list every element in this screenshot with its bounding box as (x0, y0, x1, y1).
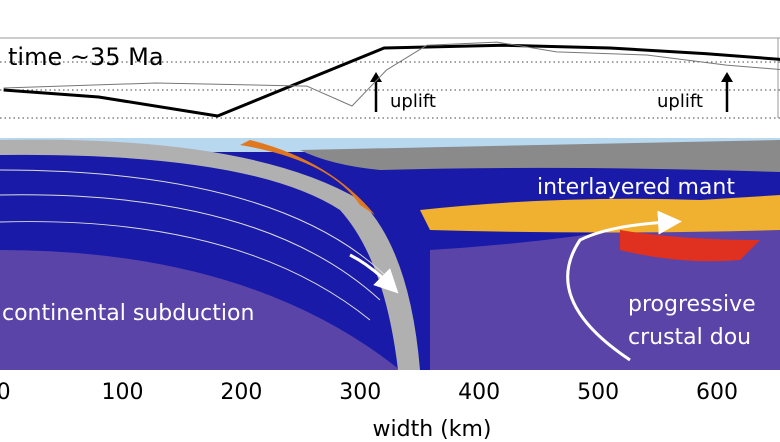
x-tick-label: 100 (101, 380, 143, 405)
label: continental subduction (2, 301, 254, 326)
x-axis-label: width (km) (373, 417, 492, 442)
label: interlayered mant (537, 175, 735, 200)
x-tick-label: 400 (458, 380, 500, 405)
label: crustal dou (628, 325, 751, 350)
arrow-head (370, 72, 382, 82)
x-tick-label: 500 (577, 380, 619, 405)
annotation: uplift (390, 91, 436, 112)
x-tick-label: 200 (220, 380, 262, 405)
title: time ~35 Ma (8, 43, 164, 71)
topography-line (3, 41, 780, 107)
x-tick-label: 300 (339, 380, 381, 405)
x-tick-label: 0 (0, 380, 11, 405)
topography-line (3, 43, 780, 118)
label: progressive (628, 292, 756, 317)
arrow-head (721, 72, 733, 82)
x-tick-label: 600 (696, 380, 738, 405)
annotation: uplift (657, 91, 703, 112)
model-section: interlayered mant continental subduction… (0, 138, 780, 370)
